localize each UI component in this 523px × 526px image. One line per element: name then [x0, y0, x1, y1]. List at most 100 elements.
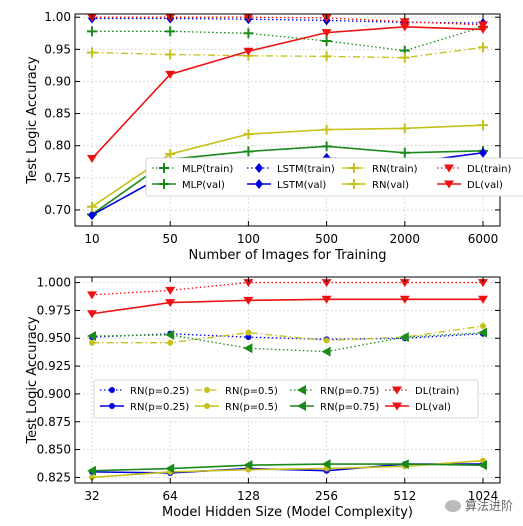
data-point	[87, 291, 97, 300]
series-line	[91, 333, 484, 341]
series-line	[92, 26, 484, 52]
data-point	[165, 26, 176, 37]
legend-label: LSTM(train)	[277, 164, 335, 175]
data-point	[480, 322, 486, 329]
series-3	[88, 13, 487, 28]
legend-marker	[159, 179, 169, 189]
watermark: 算法进阶	[444, 497, 513, 514]
legend-marker	[255, 163, 263, 173]
y-tick-label: 0.80	[44, 139, 71, 153]
data-point	[243, 343, 253, 354]
data-point	[243, 296, 254, 305]
data-point	[165, 49, 176, 60]
legend-label: LSTM(val)	[277, 180, 326, 191]
series-line	[91, 459, 484, 479]
data-point	[321, 141, 332, 152]
legend-marker	[444, 164, 454, 173]
legend-label: RN(p=0.25)	[130, 386, 189, 397]
data-point	[88, 210, 96, 221]
series-line	[91, 298, 483, 315]
legend-box	[145, 157, 523, 197]
legend-marker	[159, 163, 169, 173]
series-6	[87, 459, 487, 476]
data-point	[243, 460, 253, 471]
legend: MLP(train) MLP(val) LSTM(train) LSTM(val) RN…	[145, 157, 523, 197]
data-point	[478, 42, 488, 53]
data-point	[87, 155, 97, 164]
series-line	[91, 281, 483, 296]
data-point	[243, 28, 254, 39]
data-point	[478, 120, 488, 131]
data-point	[321, 124, 332, 135]
x-tick-label: 50	[163, 232, 178, 246]
legend-marker	[349, 163, 359, 173]
x-axis-title: Model Hidden Size (Model Complexity)	[162, 505, 413, 520]
y-tick-label: 0.950	[37, 331, 71, 345]
legend-marker	[392, 386, 402, 395]
data-point	[321, 279, 332, 288]
data-point	[245, 334, 252, 341]
legend-label: RN(train)	[372, 164, 418, 175]
data-point	[243, 146, 254, 157]
data-point	[245, 329, 252, 336]
data-point	[478, 279, 488, 288]
legend-label: RN(p=0.25)	[130, 402, 189, 413]
y-tick-label: 0.850	[37, 443, 71, 457]
y-tick-label: 0.900	[37, 387, 71, 401]
series-1	[89, 330, 486, 343]
x-tick-label: 64	[163, 489, 178, 503]
series-line	[92, 325, 484, 344]
chart-panel-2: 0.825 0.850 0.875 0.900 0.925 0.950 0.975 1.000…	[25, 276, 501, 520]
data-point	[321, 459, 331, 470]
data-point	[321, 29, 332, 38]
data-point	[87, 331, 96, 342]
y-tick-label: 0.70	[44, 203, 71, 217]
legend-label: DL(val)	[467, 180, 503, 191]
y-tick-label: 1.000	[37, 276, 71, 290]
data-point	[87, 310, 97, 319]
series-line	[91, 463, 484, 472]
legend-label: RN(p=0.5)	[225, 386, 278, 397]
data-point	[321, 51, 332, 62]
data-point	[399, 23, 410, 32]
y-tick-label: 0.75	[44, 171, 71, 185]
legend: RN(p=0.25) RN(p=0.25) RN(p=0.5) RN(p=0.5) RN…	[93, 379, 479, 419]
data-point	[167, 339, 174, 346]
legend-label: DL(train)	[415, 386, 459, 397]
legend-label: DL(train)	[467, 164, 511, 175]
legend-marker	[297, 385, 306, 395]
y-tick-label: 1.00	[44, 10, 71, 24]
data-point	[323, 337, 330, 344]
x-tick-label: 256	[315, 489, 338, 503]
series-5	[87, 327, 487, 357]
series-8	[87, 295, 488, 319]
legend-label: MLP(train)	[182, 164, 233, 175]
data-point	[165, 70, 176, 79]
data-point	[165, 286, 176, 295]
legend-marker	[444, 180, 454, 189]
x-tick-label: 100	[237, 232, 260, 246]
data-point	[478, 25, 488, 34]
legend-label: RN(p=0.5)	[225, 402, 278, 413]
wechat-icon	[444, 499, 461, 512]
data-point	[87, 47, 97, 58]
data-point	[399, 279, 410, 288]
data-point	[243, 279, 254, 288]
data-point	[478, 295, 488, 304]
x-tick-label: 10	[84, 232, 99, 246]
x-tick-label: 512	[393, 489, 416, 503]
x-tick-label: 1024	[468, 489, 499, 503]
chart-panel-1: 0.70 0.75 0.80 0.85 0.90 0.95 1.00 10 50 100 500 20…	[25, 10, 523, 263]
series-line	[92, 17, 484, 24]
data-point	[399, 123, 410, 134]
watermark-text: 算法进阶	[464, 499, 513, 513]
data-point	[87, 26, 97, 37]
data-point	[89, 339, 95, 346]
data-point	[89, 474, 95, 481]
data-point	[478, 460, 487, 471]
x-tick-label: 32	[84, 489, 99, 503]
x-axis-title: Number of Images for Training	[189, 248, 387, 263]
y-axis-title: Test Logic Accuracy	[25, 316, 40, 445]
